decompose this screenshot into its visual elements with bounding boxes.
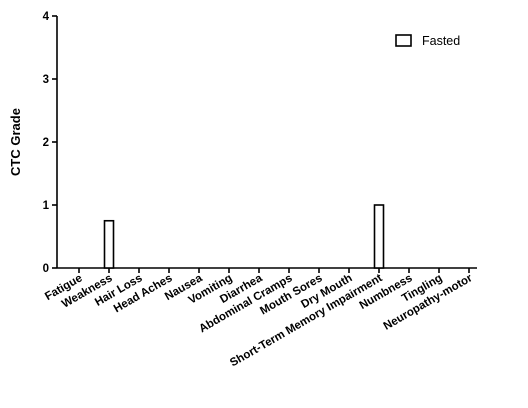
y-tick-label: 4: [43, 11, 50, 23]
bar-weakness: [103, 219, 115, 269]
bars: [103, 204, 385, 269]
bar-short-term-memory-impairment: [373, 204, 385, 269]
y-axis: 0 1 2 3 4: [43, 11, 58, 275]
legend-label-fasted: Fasted: [422, 34, 460, 48]
y-tick-label: 3: [43, 74, 49, 86]
y-axis-title: CTC Grade: [8, 108, 23, 176]
y-tick-label: 2: [43, 137, 49, 149]
legend: Fasted: [395, 34, 460, 48]
y-tick-label: 1: [43, 200, 50, 212]
y-tick-label: 0: [43, 263, 49, 275]
legend-swatch-fasted: [395, 34, 412, 47]
